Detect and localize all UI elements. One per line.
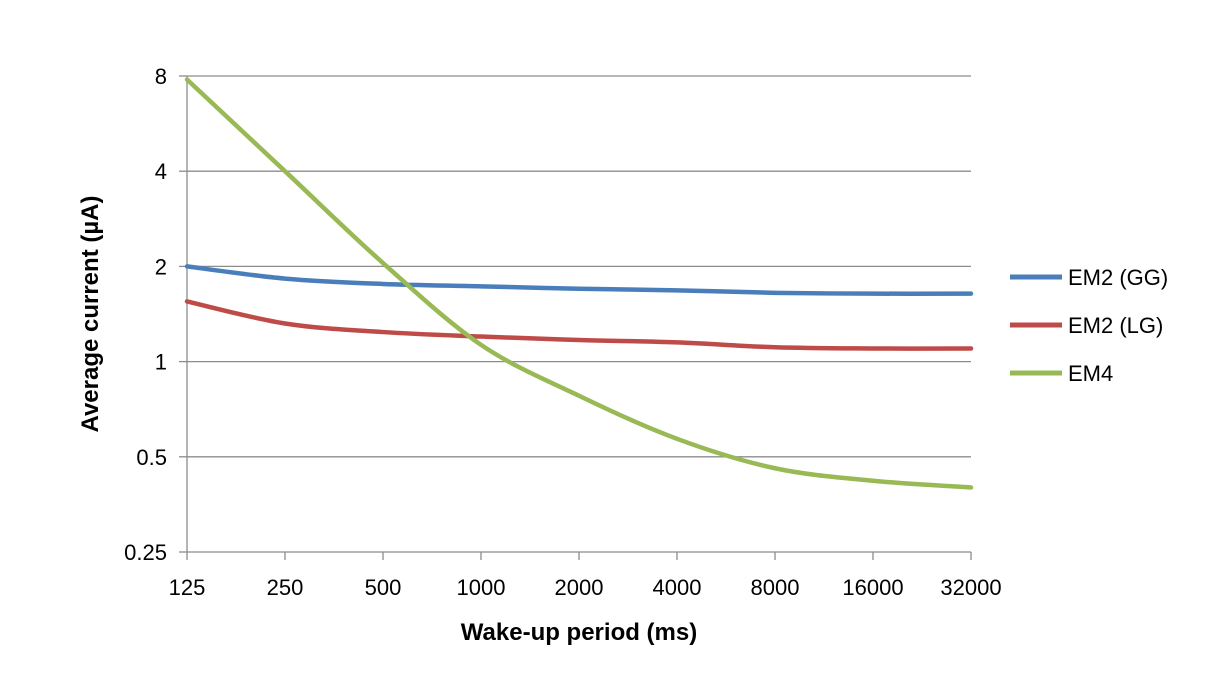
x-tick-label: 500 — [365, 575, 402, 600]
y-tick-label: 0.5 — [136, 445, 167, 470]
legend: EM2 (GG) EM2 (LG) EM4 — [1010, 265, 1168, 386]
y-tick-label: 2 — [155, 254, 167, 279]
x-tick-label: 8000 — [751, 575, 800, 600]
grid-lines — [187, 75, 971, 458]
series-line-em4 — [184, 77, 974, 490]
y-tick-label: 1 — [155, 350, 167, 375]
x-tick-label: 125 — [169, 575, 206, 600]
x-tick-label: 32000 — [940, 575, 1001, 600]
x-tick-label: 16000 — [842, 575, 903, 600]
x-tick-labels: 125 250 500 1000 2000 4000 8000 16000 32000 — [169, 575, 1002, 600]
x-tick-label: 1000 — [457, 575, 506, 600]
y-tick-label: 0.25 — [124, 540, 167, 565]
legend-label-em4: EM4 — [1068, 361, 1113, 386]
series-line-em2-lg — [184, 299, 974, 351]
y-axis-title: Average current (µA) — [77, 196, 104, 433]
legend-label-em2-lg: EM2 (LG) — [1068, 313, 1163, 338]
series-line-em2-gg — [184, 264, 974, 296]
x-tick-label: 4000 — [653, 575, 702, 600]
y-tick-label: 4 — [155, 159, 167, 184]
series-lines — [184, 77, 974, 490]
x-tick-label: 2000 — [555, 575, 604, 600]
legend-label-em2-gg: EM2 (GG) — [1068, 265, 1168, 290]
y-tick-label: 8 — [155, 64, 167, 89]
x-tick-label: 250 — [267, 575, 304, 600]
x-axis-title: Wake-up period (ms) — [461, 619, 697, 646]
axes — [179, 75, 972, 560]
y-tick-labels: 0.25 0.5 1 2 4 8 — [124, 64, 167, 565]
